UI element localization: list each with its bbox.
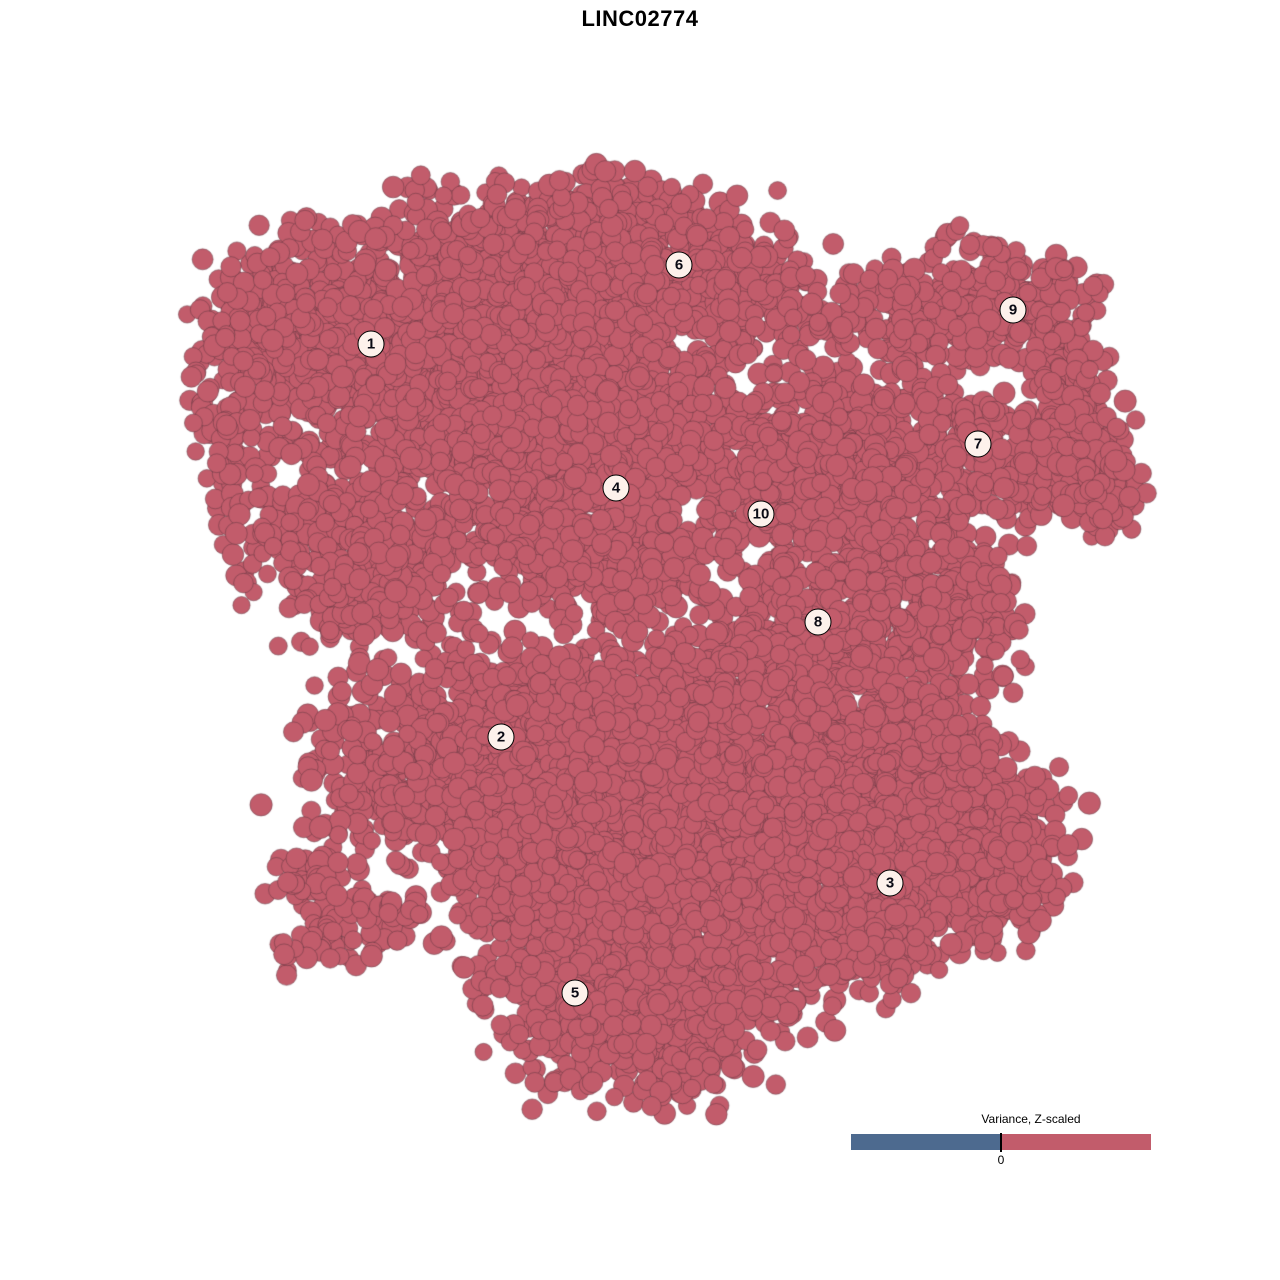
colorbar-zero-tick	[1000, 1133, 1002, 1152]
colorbar-legend: Variance, Z-scaled 0	[851, 1112, 1151, 1167]
colorbar-positive-segment	[1001, 1134, 1151, 1150]
colorbar-negative-segment	[851, 1134, 1001, 1150]
legend-title: Variance, Z-scaled	[981, 1112, 1081, 1126]
colorbar	[851, 1133, 1151, 1152]
colorbar-zero-label: 0	[997, 1153, 1005, 1167]
chart-title: LINC02774	[581, 6, 699, 31]
